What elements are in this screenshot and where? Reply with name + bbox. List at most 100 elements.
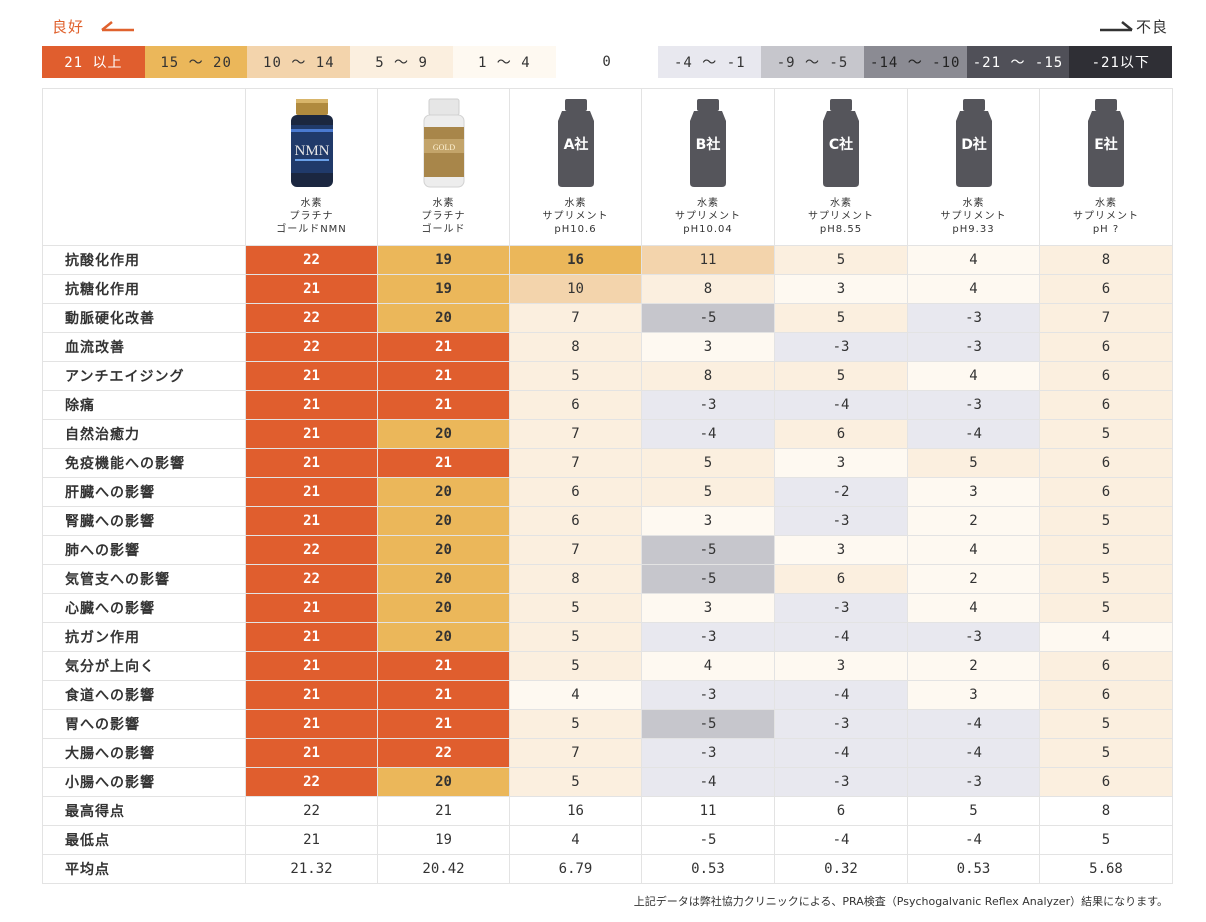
comparison-table-wrapper: NMN 水素 プラチナ ゴールドNMN GOLD 水素 プラチナ ゴールド A社 水素 サ… [42, 88, 1173, 884]
score-cell: 5 [774, 361, 908, 391]
score-cell: 5 [509, 622, 642, 652]
table-row: アンチエイジング 21 21 5 8 5 4 6 [42, 361, 1173, 391]
score-cell: 22 [245, 564, 378, 594]
generic-bottle-icon: D社 [955, 99, 992, 187]
table-row: 気管支への影響 22 20 8 -5 6 2 5 [42, 564, 1173, 594]
summary-cell: 20.42 [377, 854, 510, 884]
score-cell: 7 [509, 448, 642, 478]
score-cell: -4 [641, 419, 775, 449]
score-cell: 20 [377, 303, 510, 333]
summary-cell: 21 [245, 825, 378, 855]
score-cell: 6 [774, 564, 908, 594]
score-cell: 20 [377, 477, 510, 507]
score-cell: 5 [1039, 709, 1173, 739]
table-row: 胃への影響 21 21 5 -5 -3 -4 5 [42, 709, 1173, 739]
score-cell: -4 [774, 680, 908, 710]
score-cell: 7 [509, 419, 642, 449]
score-cell: 8 [641, 274, 775, 304]
score-cell: 21 [245, 390, 378, 420]
score-cell: 6 [1039, 448, 1173, 478]
row-label: 心臓への影響 [42, 593, 246, 623]
table-row: 抗酸化作用 22 19 16 11 5 4 8 [42, 245, 1173, 275]
summary-cell: 16 [509, 796, 642, 826]
score-cell: -4 [774, 390, 908, 420]
score-cell: 8 [641, 361, 775, 391]
nmn-bottle-image: NMN [290, 99, 333, 187]
table-row: 抗糖化作用 21 19 10 8 3 4 6 [42, 274, 1173, 304]
product-header-cell: E社水素 サプリメント pH ? [1039, 88, 1173, 246]
score-cell: 5 [641, 448, 775, 478]
table-row: 免疫機能への影響 21 21 7 5 3 5 6 [42, 448, 1173, 478]
company-badge: C社 [829, 136, 853, 153]
product-name: 水素 サプリメント pH8.55 [808, 198, 874, 235]
score-cell: 22 [377, 738, 510, 768]
table-row: 抗ガン作用 21 20 5 -3 -4 -3 4 [42, 622, 1173, 652]
product-name: 水素 サプリメント pH ? [1073, 198, 1139, 235]
score-cell: 21 [377, 709, 510, 739]
score-cell: -3 [641, 622, 775, 652]
score-cell: 6 [774, 419, 908, 449]
table-row: 自然治癒力 21 20 7 -4 6 -4 5 [42, 419, 1173, 449]
summary-cell: 5.68 [1039, 854, 1173, 884]
score-cell: -3 [907, 332, 1040, 362]
generic-bottle-icon: C社 [823, 99, 859, 187]
summary-cell: 6 [774, 796, 908, 826]
score-cell: -3 [907, 622, 1040, 652]
score-cell: 21 [245, 419, 378, 449]
product-header-cell: A社 水素 サプリメント pH10.6 [509, 88, 642, 246]
arrow-right-icon [1100, 21, 1133, 32]
score-cell: 21 [377, 361, 510, 391]
score-cell: 5 [509, 361, 642, 391]
gold-bottle-image: GOLD [423, 98, 464, 188]
company-badge: E社 [1094, 136, 1118, 153]
score-cell: 7 [1039, 303, 1173, 333]
row-label: 肝臓への影響 [42, 477, 246, 507]
score-cell: 21 [377, 332, 510, 362]
table-row: 肺への影響 22 20 7 -5 3 4 5 [42, 535, 1173, 565]
score-cell: 5 [774, 245, 908, 275]
score-cell: 6 [1039, 361, 1173, 391]
score-cell: 4 [1039, 622, 1173, 652]
score-cell: 4 [907, 593, 1040, 623]
summary-cell: 22 [245, 796, 378, 826]
score-cell: 3 [907, 680, 1040, 710]
score-cell: 21 [245, 506, 378, 536]
score-cell: -3 [907, 767, 1040, 797]
legend-swatch: -21以下 [1069, 46, 1173, 78]
score-cell: 22 [245, 303, 378, 333]
score-cell: -3 [774, 593, 908, 623]
row-label: アンチエイジング [42, 361, 246, 391]
row-label: 最高得点 [42, 796, 246, 826]
score-cell: 4 [907, 361, 1040, 391]
legend-swatch: 10 〜 14 [247, 46, 351, 78]
score-cell: -2 [774, 477, 908, 507]
good-label: 良好 [52, 18, 85, 36]
table-row: 食道への影響 21 21 4 -3 -4 3 6 [42, 680, 1173, 710]
score-cell: 5 [1039, 738, 1173, 768]
score-cell: 22 [245, 245, 378, 275]
product-header-cell: C社水素 サプリメント pH8.55 [774, 88, 908, 246]
score-cell: 21 [245, 622, 378, 652]
legend-swatch: 21 以上 [42, 46, 145, 78]
product-name: 水素 プラチナ ゴールドNMN [276, 198, 347, 235]
score-cell: 2 [907, 564, 1040, 594]
legend-swatch: 5 〜 9 [350, 46, 453, 78]
summary-cell: -4 [774, 825, 908, 855]
score-cell: 4 [907, 535, 1040, 565]
score-cell: 16 [509, 245, 642, 275]
summary-cell: 11 [641, 796, 775, 826]
legend-swatch: 1 〜 4 [452, 46, 556, 78]
score-cell: 3 [774, 448, 908, 478]
score-cell: 10 [509, 274, 642, 304]
score-cell: 8 [1039, 245, 1173, 275]
score-cell: 5 [509, 709, 642, 739]
score-cell: -5 [641, 535, 775, 565]
product-name: 水素 サプリメント pH10.04 [675, 198, 741, 235]
summary-cell: 0.32 [774, 854, 908, 884]
score-cell: 20 [377, 564, 510, 594]
summary-cell: 8 [1039, 796, 1173, 826]
score-cell: 3 [774, 651, 908, 681]
summary-row: 最高得点 22 21 16 11 6 5 8 [42, 796, 1173, 826]
score-cell: 6 [1039, 274, 1173, 304]
